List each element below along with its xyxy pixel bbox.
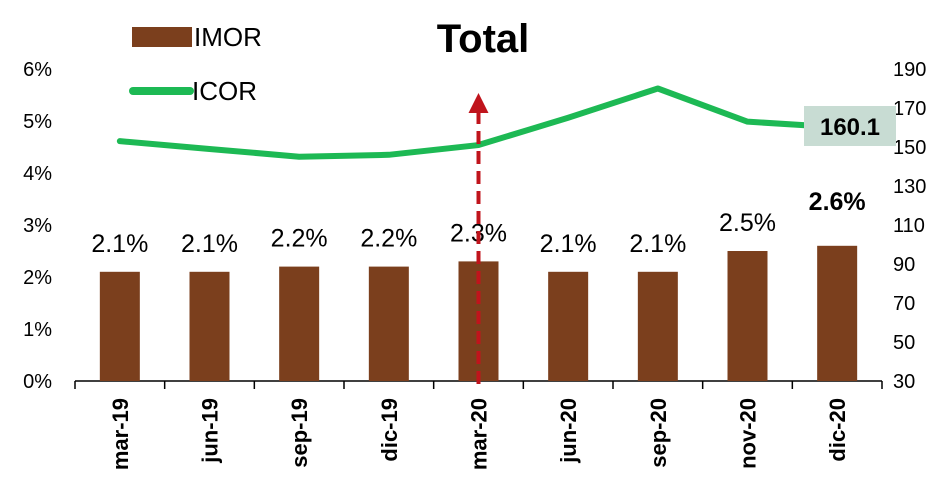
left-tick-label: 6%	[23, 59, 52, 81]
imor-data-labels: 2.1%2.1%2.2%2.2%2.3%2.1%2.1%2.5%2.6%	[91, 188, 865, 258]
imor-bar	[368, 266, 409, 381]
right-tick-label: 170	[893, 98, 926, 120]
callout-value: 160.1	[820, 114, 880, 141]
marker-arrow-head	[468, 93, 489, 113]
right-tick-label: 30	[893, 371, 915, 393]
imor-data-label: 2.1%	[540, 230, 597, 258]
imor-bar	[817, 245, 858, 381]
left-tick-label: 2%	[23, 267, 52, 289]
imor-data-label: 2.2%	[360, 225, 417, 253]
category-label: dic-19	[377, 398, 402, 462]
marker-arrow	[468, 93, 489, 384]
category-label: jun-20	[556, 398, 581, 464]
left-tick-label: 1%	[23, 319, 52, 341]
category-label: jun-19	[198, 398, 223, 464]
imor-data-label: 2.1%	[629, 230, 686, 258]
category-label: mar-20	[467, 398, 492, 470]
imor-data-label: 2.1%	[91, 230, 148, 258]
imor-bar	[548, 271, 589, 381]
imor-data-label: 2.2%	[271, 225, 328, 253]
right-tick-label: 190	[893, 59, 926, 81]
icor-point	[296, 154, 302, 160]
imor-bars	[99, 245, 858, 381]
imor-bar	[637, 271, 678, 381]
x-axis: mar-19 jun-19 sep-19 dic-19 mar-20 jun-20 sep-…	[74, 381, 883, 470]
icor-point	[565, 115, 571, 121]
chart-title: Total	[437, 17, 530, 61]
left-tick-label: 5%	[23, 111, 52, 133]
right-tick-label: 50	[893, 332, 915, 354]
right-axis: 30 50 70 90 110 130 150 170 190	[893, 59, 926, 393]
legend-swatch-imor	[132, 27, 192, 47]
imor-bar	[189, 271, 230, 381]
category-label: dic-20	[825, 398, 850, 462]
imor-data-label: 2.1%	[181, 230, 238, 258]
right-tick-label: 130	[893, 176, 926, 198]
imor-bar	[279, 266, 320, 381]
left-tick-label: 4%	[23, 163, 52, 185]
icor-point	[207, 146, 212, 152]
category-label: mar-19	[108, 398, 133, 470]
right-tick-label: 150	[893, 137, 926, 159]
imor-bar	[727, 251, 768, 381]
icor-point	[117, 138, 123, 144]
callout-box	[804, 106, 896, 146]
legend: IMOR ICOR	[129, 22, 262, 106]
icor-point	[655, 86, 661, 91]
legend-label-icor: ICOR	[192, 76, 257, 106]
left-tick-label: 0%	[23, 371, 52, 393]
category-label: nov-20	[736, 398, 761, 469]
imor-data-label: 2.6%	[809, 188, 866, 216]
legend-label-imor: IMOR	[194, 22, 262, 52]
left-tick-label: 3%	[23, 215, 52, 237]
right-tick-label: 70	[893, 293, 915, 315]
icor-point	[386, 152, 392, 158]
right-tick-label: 90	[893, 254, 915, 276]
icor-point	[745, 119, 750, 125]
right-tick-label: 110	[893, 215, 925, 237]
category-label: sep-19	[287, 398, 312, 468]
imor-data-label: 2.5%	[719, 209, 776, 237]
imor-bar	[99, 271, 140, 381]
left-axis: 0% 1% 2% 3% 4% 5% 6%	[23, 59, 52, 393]
category-label: sep-20	[646, 398, 671, 468]
